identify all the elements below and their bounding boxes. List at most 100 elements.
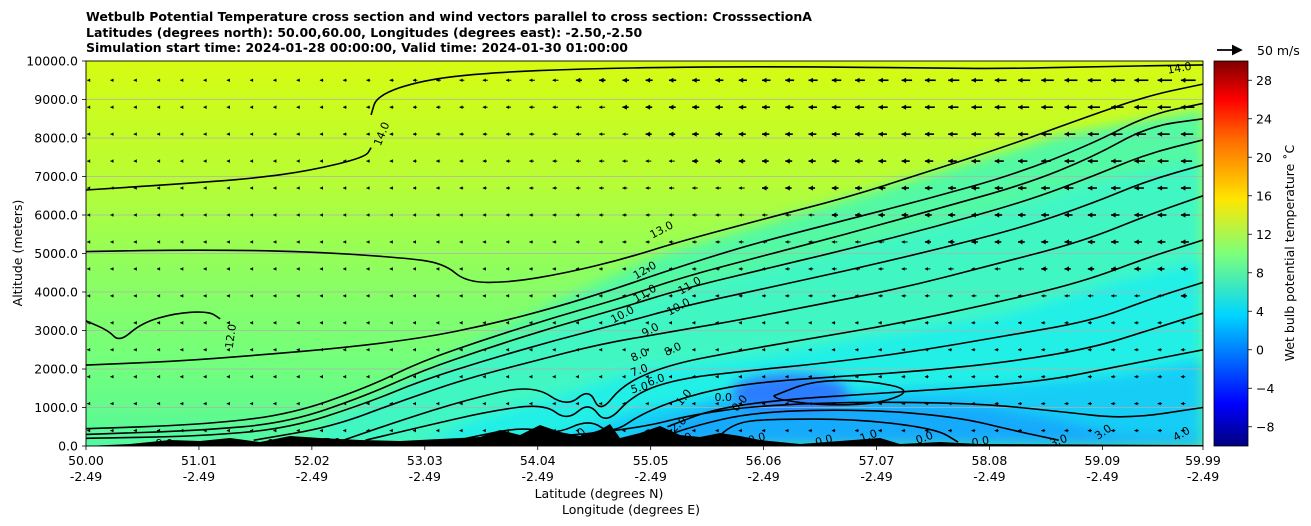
wind-vector-head: [692, 267, 696, 271]
wind-vector-head: [599, 105, 603, 109]
wind-vector-head: [343, 132, 347, 136]
wind-vector-head: [994, 267, 998, 271]
wind-vector-head: [668, 131, 674, 137]
wind-vector-head: [1041, 374, 1045, 379]
x-tick-label-latitude: 55.05: [633, 453, 669, 468]
wind-vector-head: [1180, 401, 1184, 406]
wind-vector-head: [948, 185, 953, 191]
wind-vector-head: [575, 105, 579, 109]
wind-vector-head: [575, 240, 579, 244]
wind-vector-head: [808, 131, 813, 137]
wind-vector-head: [994, 185, 1000, 191]
wind-vector-head: [552, 213, 556, 217]
wind-vector-head: [668, 77, 674, 83]
wind-vector-head: [924, 131, 930, 137]
wind-vector-head: [878, 428, 882, 433]
wind-vector-head: [1111, 401, 1115, 406]
wind-vector-head: [87, 240, 91, 244]
wind-vector-head: [715, 131, 720, 137]
wind-vector-head: [948, 77, 953, 83]
wind-vector-head: [1111, 348, 1115, 352]
x-tick-label-longitude: -2.49: [634, 469, 666, 484]
wind-vector-head: [413, 186, 416, 190]
wind-vector-head: [901, 428, 905, 433]
wind-vector-head: [459, 240, 463, 244]
wind-vector-head: [506, 374, 510, 379]
wind-vector-head: [1087, 212, 1093, 218]
wind-vector-head: [226, 401, 230, 406]
y-axis: 0.0 1000.0 2000.0 3000.0 4000.0 5000.0 6000.0 7…: [26, 54, 86, 454]
wind-vector-head: [250, 213, 254, 217]
wind-vector-head: [994, 77, 1000, 83]
wind-vector-head: [692, 428, 696, 433]
wind-vector-head: [785, 294, 789, 298]
wind-vector-head: [203, 294, 207, 298]
wind-vector-head: [738, 158, 744, 164]
wind-vector-head: [552, 348, 556, 352]
wind-vector-head: [203, 186, 207, 190]
wind-vector-head: [645, 321, 649, 325]
wind-vector-head: [273, 401, 277, 406]
wind-vector-head: [762, 131, 767, 137]
wind-vector-head: [436, 294, 440, 298]
wind-vector-head: [180, 374, 184, 379]
wind-vector-head: [1180, 321, 1184, 325]
wind-vector-head: [343, 294, 347, 298]
wind-vector-head: [110, 267, 114, 271]
y-tick-label: 9000.0: [34, 92, 78, 107]
quiver-key-label: 50 m/s: [1257, 43, 1300, 58]
wind-vector-head: [436, 132, 440, 136]
wind-vector-head: [133, 159, 137, 163]
wind-vector-head: [250, 240, 254, 244]
wind-vector-head: [296, 132, 300, 136]
wind-vector-head: [948, 294, 952, 298]
wind-vector-head: [482, 105, 486, 109]
wind-vector-head: [482, 78, 486, 82]
wind-vector-head: [529, 186, 533, 190]
wind-vector-head: [785, 131, 790, 137]
wind-vector-head: [738, 240, 742, 244]
colorbar: −8 −4 0 4 8 12 16 20 24 28 Wet bulb potential tem…: [1213, 60, 1297, 447]
y-tick-label: 4000.0: [34, 285, 78, 300]
wind-vector-head: [1064, 266, 1069, 272]
wind-vector-head: [785, 240, 789, 244]
wind-vector-head: [343, 267, 347, 271]
wind-vector-head: [1157, 374, 1161, 379]
wind-vector-head: [203, 401, 207, 406]
chart-title-line: Simulation start time: 2024-01-28 00:00:…: [86, 40, 628, 55]
wind-vector-head: [319, 159, 323, 163]
wind-vector-head: [1180, 239, 1186, 245]
wind-vector-head: [948, 267, 952, 271]
wind-vector-head: [831, 240, 835, 244]
wind-vector-head: [529, 132, 533, 136]
wind-vector-head: [738, 131, 744, 137]
contour-label: 6.0: [646, 371, 667, 389]
wind-vector-head: [855, 77, 860, 83]
wind-vector-head: [436, 159, 440, 163]
wind-vector-head: [738, 294, 742, 298]
wind-vector-head: [87, 105, 91, 109]
wind-vector-head: [157, 105, 161, 109]
wind-vector-head: [1180, 131, 1186, 137]
wind-vector-head: [994, 104, 1000, 110]
wind-vector-head: [296, 294, 300, 298]
wind-vector-head: [575, 77, 581, 83]
wind-vector-head: [785, 267, 789, 271]
wind-vector-head: [924, 267, 928, 271]
wind-vector-head: [645, 401, 649, 406]
wind-vector-head: [133, 240, 137, 244]
wind-vector-head: [506, 78, 510, 82]
wind-vector-head: [622, 267, 626, 271]
wind-vector-head: [1180, 428, 1184, 433]
wind-vector-head: [1180, 374, 1184, 379]
wind-vector-head: [180, 321, 184, 325]
wind-vector-head: [878, 77, 883, 83]
wind-vector-head: [273, 428, 277, 433]
wind-vector-head: [157, 267, 161, 271]
wind-vector-head: [924, 294, 928, 298]
wind-vector-head: [413, 105, 416, 109]
wind-vector-head: [924, 428, 928, 433]
wind-vector-head: [901, 131, 907, 137]
wind-vector-head: [924, 185, 930, 191]
wind-vector-head: [157, 78, 161, 82]
